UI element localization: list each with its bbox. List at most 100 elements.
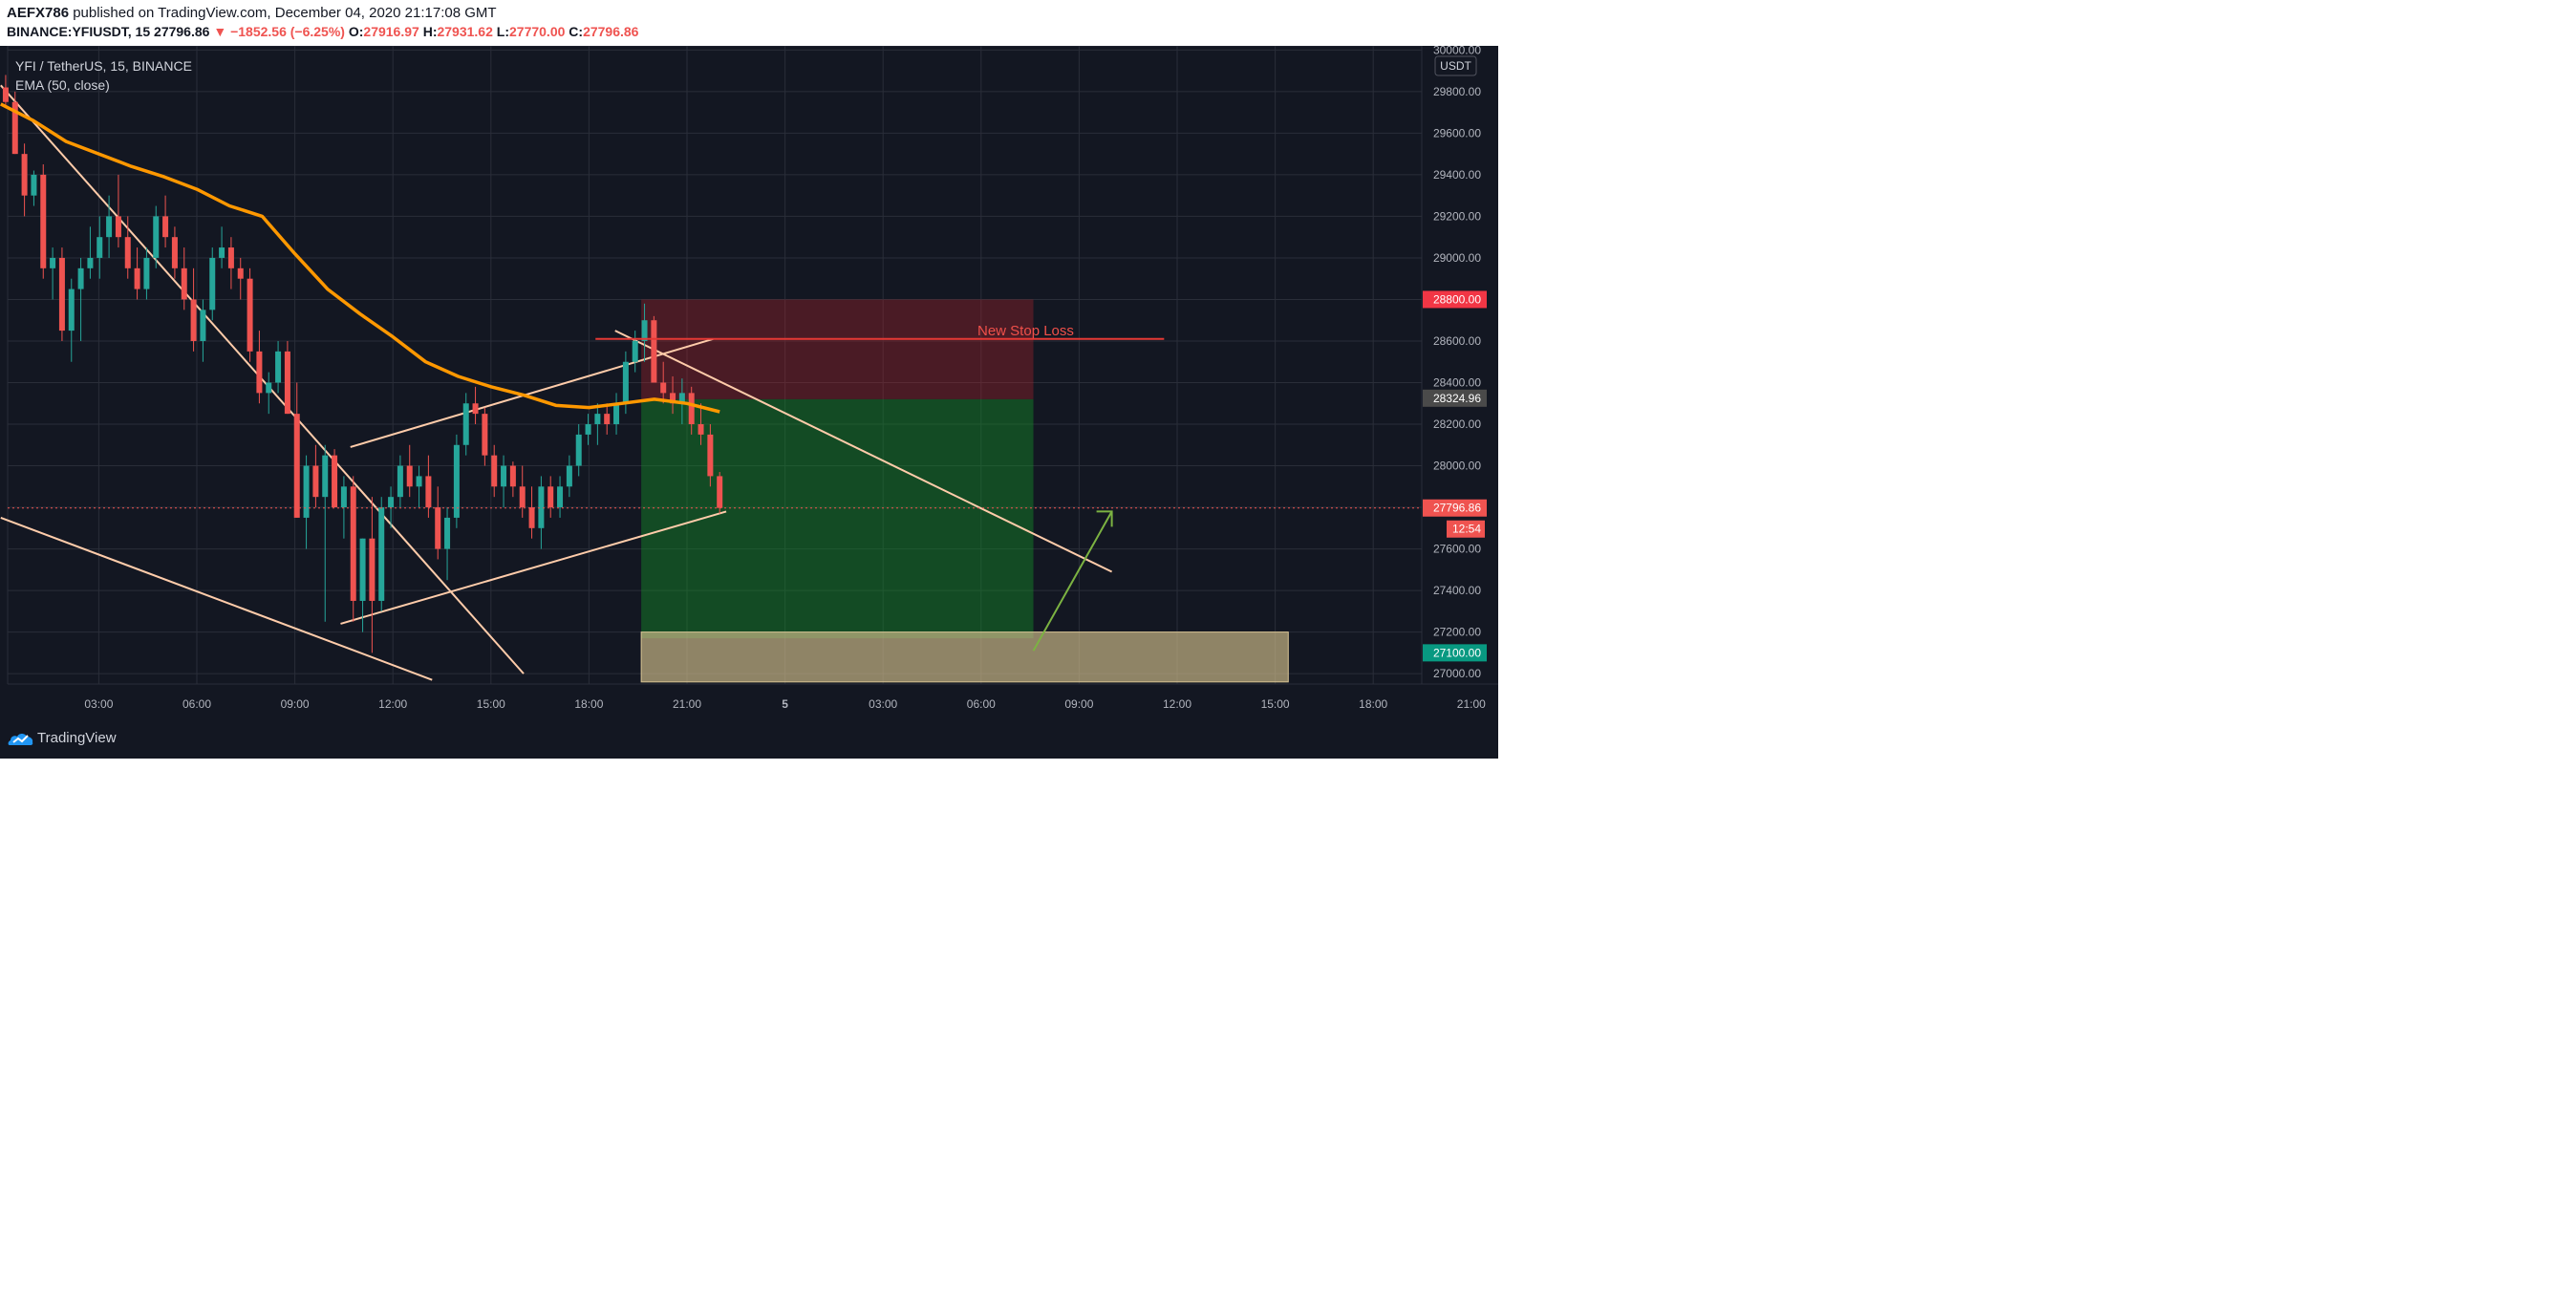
currency-badge[interactable]: [1434, 55, 1477, 76]
candle-body: [40, 174, 47, 268]
candle: [303, 455, 310, 549]
low-label: L:: [496, 24, 509, 39]
candle-body: [237, 267, 244, 279]
time-tick-label: 09:00: [1064, 697, 1093, 711]
candle-body: [219, 247, 225, 258]
candle-body: [660, 382, 667, 394]
candle-body: [416, 476, 422, 487]
candle-body: [227, 247, 234, 268]
ema-line: [0, 102, 720, 414]
price-tick-label: 28400.00: [1433, 375, 1481, 389]
time-tick-label: 12:00: [1163, 697, 1191, 711]
candle-body: [350, 486, 356, 601]
author-name[interactable]: AEFX786: [7, 5, 70, 21]
candle-body: [134, 267, 140, 289]
candle-body: [153, 216, 160, 258]
price-chart[interactable]: New Stop Loss 27000.00 27200.00 27400.00 27…: [0, 46, 1498, 719]
candle: [312, 444, 319, 508]
high-label: H:: [422, 24, 438, 39]
candle: [566, 455, 572, 498]
candle: [482, 407, 488, 466]
candle: [594, 403, 601, 445]
down-arrow-icon: ▼: [213, 24, 227, 39]
legend-title: YFI / TetherUS, 15, BINANCE: [15, 58, 192, 74]
time-tick-label: 03:00: [84, 697, 113, 711]
candle: [472, 386, 479, 425]
wedge-bottom-line[interactable]: [340, 510, 727, 625]
tradingview-logo-icon[interactable]: [8, 730, 34, 747]
price-badge: [1423, 290, 1487, 309]
candle-body: [632, 340, 638, 362]
candle-body: [613, 403, 620, 425]
candle-body: [482, 414, 488, 456]
candle: [632, 331, 638, 373]
candle: [575, 424, 582, 477]
candle-body: [275, 351, 282, 383]
candle-body: [378, 507, 385, 601]
lower-channel-line[interactable]: [0, 516, 433, 681]
candle-body: [670, 393, 676, 404]
time-tick-label: 09:00: [281, 697, 310, 711]
candle: [31, 170, 37, 206]
candle: [77, 257, 84, 341]
published-text: published on TradingView.com, December 0…: [69, 5, 497, 21]
candle: [40, 164, 47, 279]
candle: [651, 315, 657, 383]
price-tick-label: 30000.00: [1433, 46, 1481, 56]
candle-body: [256, 351, 263, 394]
countdown-label: 12:54: [1452, 523, 1481, 536]
target-arrow-line[interactable]: [1032, 510, 1113, 652]
grid: [7, 46, 1472, 685]
candle-body: [678, 393, 685, 404]
candle-body: [491, 455, 498, 487]
candle-body: [585, 424, 591, 435]
candle-body: [31, 174, 37, 196]
candle: [275, 340, 282, 394]
candle: [538, 476, 545, 549]
candle-body: [388, 497, 395, 508]
candle: [340, 476, 347, 539]
candle-body: [115, 216, 121, 238]
candle-body: [284, 351, 290, 415]
candle: [501, 455, 507, 508]
candle-body: [519, 486, 526, 508]
candle: [97, 216, 103, 279]
candle-body: [162, 216, 169, 238]
candle-body: [462, 403, 469, 445]
candle-body: [332, 455, 338, 508]
candle-body: [369, 538, 376, 601]
time-tick-label: 15:00: [1261, 697, 1290, 711]
candle-body: [21, 154, 28, 196]
price-tick-label: 27000.00: [1433, 667, 1481, 680]
candle-body: [97, 237, 103, 258]
candle-body: [538, 486, 545, 528]
descending-projection-line[interactable]: [614, 330, 1113, 573]
currency-label: USDT: [1440, 59, 1471, 73]
plot-area: [7, 46, 1423, 685]
candle-body: [171, 237, 178, 268]
price-badge-label: 28324.96: [1433, 392, 1481, 405]
candle-body: [143, 257, 150, 289]
candle: [153, 205, 160, 268]
candle: [143, 247, 150, 300]
candle: [332, 449, 338, 508]
candle-body: [604, 414, 611, 425]
candle-body: [209, 257, 216, 310]
price-tick-label: 29600.00: [1433, 126, 1481, 139]
time-tick-label: 18:00: [1359, 697, 1387, 711]
tradingview-brand[interactable]: TradingView: [37, 730, 117, 746]
candle: [528, 486, 535, 539]
time-tick-label: 06:00: [182, 697, 211, 711]
price-tick-label: 29800.00: [1433, 85, 1481, 98]
chart-frame[interactable]: New Stop Loss 27000.00 27200.00 27400.00 27…: [0, 46, 1498, 719]
stop-loss-label: New Stop Loss: [977, 323, 1074, 339]
candle-body: [58, 257, 65, 332]
candle: [416, 465, 422, 508]
candle-body: [397, 465, 403, 498]
candle-body: [190, 299, 197, 341]
candle: [519, 465, 526, 518]
candle: [378, 497, 385, 611]
close-label: C:: [569, 24, 584, 39]
candle: [115, 174, 121, 248]
price-tick-label: 27200.00: [1433, 626, 1481, 639]
